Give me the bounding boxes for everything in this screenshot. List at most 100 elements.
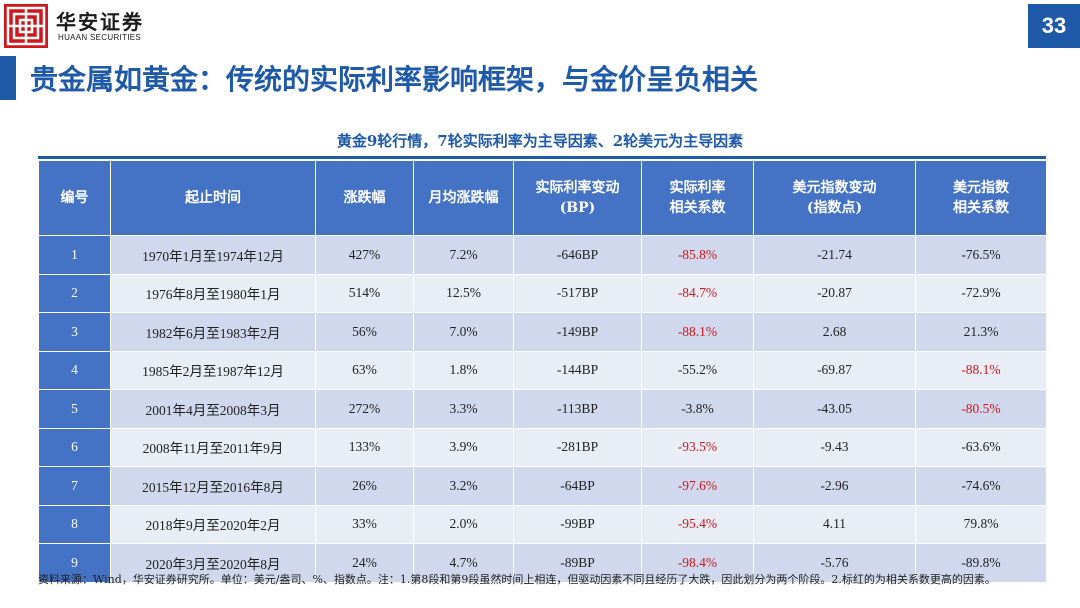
cell-usd-pts: -21.74 xyxy=(753,235,916,275)
table-row: 8 2018年9月至2020年2月 33% 2.0% -99BP -95.4% 4.11 79… xyxy=(38,504,1047,544)
cell-no: 5 xyxy=(38,389,111,429)
cell-no: 1 xyxy=(38,235,111,275)
cell-usd-pts: -5.76 xyxy=(753,543,916,583)
cell-period: 1985年2月至1987年12月 xyxy=(110,350,316,390)
column-header: 实际利率变动 (BP) xyxy=(513,160,642,236)
cell-change: 56% xyxy=(315,312,414,352)
cell-usd-pts: -43.05 xyxy=(753,389,916,429)
cell-usd-corr: -76.5% xyxy=(915,235,1047,275)
page-number: 33 xyxy=(1028,4,1080,48)
cell-monthly: 3.2% xyxy=(413,466,514,506)
cell-monthly: 3.3% xyxy=(413,389,514,429)
column-header: 涨跌幅 xyxy=(315,160,414,236)
cell-rate-bp: -89BP xyxy=(513,543,642,583)
cell-period: 2020年3月至2020年8月 xyxy=(110,543,316,583)
cell-monthly: 7.2% xyxy=(413,235,514,275)
cell-period: 1970年1月至1974年12月 xyxy=(110,235,316,275)
cell-usd-pts: 4.11 xyxy=(753,504,916,544)
cell-usd-corr: -80.5% xyxy=(915,389,1047,429)
cell-rate-corr: -55.2% xyxy=(641,350,754,390)
cell-period: 2008年11月至2011年9月 xyxy=(110,427,316,467)
column-header: 编号 xyxy=(38,160,111,236)
cell-period: 2001年4月至2008年3月 xyxy=(110,389,316,429)
column-header: 美元指数 相关系数 xyxy=(915,160,1047,236)
cell-usd-corr: -88.1% xyxy=(915,350,1047,390)
cell-rate-corr: -93.5% xyxy=(641,427,754,467)
cell-rate-corr: -84.7% xyxy=(641,273,754,313)
cell-change: 63% xyxy=(315,350,414,390)
cell-usd-corr: -72.9% xyxy=(915,273,1047,313)
cell-no: 3 xyxy=(38,312,111,352)
cell-no: 4 xyxy=(38,350,111,390)
cell-usd-pts: 2.68 xyxy=(753,312,916,352)
cell-usd-corr: 79.8% xyxy=(915,504,1047,544)
cell-usd-pts: -2.96 xyxy=(753,466,916,506)
cell-no: 2 xyxy=(38,273,111,313)
cell-monthly: 2.0% xyxy=(413,504,514,544)
cell-change: 26% xyxy=(315,466,414,506)
table-row: 9 2020年3月至2020年8月 24% 4.7% -89BP -98.4% -5.76-… xyxy=(38,543,1047,583)
cell-rate-bp: -113BP xyxy=(513,389,642,429)
table-row: 7 2015年12月至2016年8月 26% 3.2% -64BP -97.6% -2.96… xyxy=(38,466,1047,506)
cell-rate-bp: -64BP xyxy=(513,466,642,506)
cell-rate-bp: -99BP xyxy=(513,504,642,544)
title-accent-bar xyxy=(0,56,16,100)
huaan-logo-icon xyxy=(4,4,48,48)
cell-change: 272% xyxy=(315,389,414,429)
cell-monthly: 12.5% xyxy=(413,273,514,313)
cell-monthly: 3.9% xyxy=(413,427,514,467)
cell-change: 24% xyxy=(315,543,414,583)
cell-change: 427% xyxy=(315,235,414,275)
column-header: 起止时间 xyxy=(110,160,316,236)
cell-rate-bp: -281BP xyxy=(513,427,642,467)
cell-no: 8 xyxy=(38,504,111,544)
slide-title: 贵金属如黄金：传统的实际利率影响框架，与金价呈负相关 xyxy=(30,63,759,96)
source-note: 资料来源：Wind，华安证券研究所。单位：美元/盎司、%、指数点。注：1.第8段… xyxy=(38,573,996,586)
brand-name-cn: 华安证券 xyxy=(56,10,144,34)
cell-rate-bp: -517BP xyxy=(513,273,642,313)
cell-period: 2018年9月至2020年2月 xyxy=(110,504,316,544)
cell-change: 33% xyxy=(315,504,414,544)
cell-change: 514% xyxy=(315,273,414,313)
cell-rate-corr: -85.8% xyxy=(641,235,754,275)
table-row: 3 1982年6月至1983年2月 56% 7.0% -149BP -88.1% 2.68 2… xyxy=(38,312,1047,352)
gold-cycles-table: 编号 起止时间 涨跌幅 月均涨跌幅 实际利率变动 (BP) 实际利率 相关系数 美元指数变动 (指… xyxy=(38,160,1047,583)
table-body: 1 1970年1月至1974年12月 427% 7.2% -646BP -85.8% -21… xyxy=(38,235,1047,583)
cell-usd-corr: 21.3% xyxy=(915,312,1047,352)
column-header: 月均涨跌幅 xyxy=(413,160,514,236)
table-row: 5 2001年4月至2008年3月 272% 3.3% -113BP -3.8% -43.0… xyxy=(38,389,1047,429)
cell-no: 6 xyxy=(38,427,111,467)
column-header: 美元指数变动 (指数点) xyxy=(753,160,916,236)
cell-rate-corr: -88.1% xyxy=(641,312,754,352)
table-row: 4 1985年2月至1987年12月 63% 1.8% -144BP -55.2% -69.… xyxy=(38,350,1047,390)
cell-rate-corr: -97.6% xyxy=(641,466,754,506)
table-row: 6 2008年11月至2011年9月 133% 3.9% -281BP -93.5% -9.… xyxy=(38,427,1047,467)
cell-rate-corr: -95.4% xyxy=(641,504,754,544)
column-header: 实际利率 相关系数 xyxy=(641,160,754,236)
cell-no: 7 xyxy=(38,466,111,506)
cell-monthly: 1.8% xyxy=(413,350,514,390)
cell-rate-bp: -149BP xyxy=(513,312,642,352)
cell-period: 1982年6月至1983年2月 xyxy=(110,312,316,352)
table-row: 1 1970年1月至1974年12月 427% 7.2% -646BP -85.8% -21… xyxy=(38,235,1047,275)
table-row: 2 1976年8月至1980年1月 514% 12.5% -517BP -84.7% -20… xyxy=(38,273,1047,313)
cell-monthly: 7.0% xyxy=(413,312,514,352)
cell-usd-corr: -89.8% xyxy=(915,543,1047,583)
cell-usd-corr: -74.6% xyxy=(915,466,1047,506)
cell-period: 1976年8月至1980年1月 xyxy=(110,273,316,313)
cell-rate-corr: -3.8% xyxy=(641,389,754,429)
cell-period: 2015年12月至2016年8月 xyxy=(110,466,316,506)
cell-rate-bp: -144BP xyxy=(513,350,642,390)
cell-rate-bp: -646BP xyxy=(513,235,642,275)
cell-usd-pts: -20.87 xyxy=(753,273,916,313)
cell-monthly: 4.7% xyxy=(413,543,514,583)
caption-divider xyxy=(38,156,1046,159)
cell-usd-corr: -63.6% xyxy=(915,427,1047,467)
cell-change: 133% xyxy=(315,427,414,467)
cell-rate-corr: -98.4% xyxy=(641,543,754,583)
brand-name-en: HUAAN SECURITIES xyxy=(58,33,142,42)
cell-usd-pts: -9.43 xyxy=(753,427,916,467)
table-header-row: 编号 起止时间 涨跌幅 月均涨跌幅 实际利率变动 (BP) 实际利率 相关系数 美元指数变动 (指… xyxy=(38,160,1047,236)
cell-usd-pts: -69.87 xyxy=(753,350,916,390)
table-caption: 黄金9轮行情，7轮实际利率为主导因素、2轮美元为主导因素 xyxy=(336,132,744,150)
